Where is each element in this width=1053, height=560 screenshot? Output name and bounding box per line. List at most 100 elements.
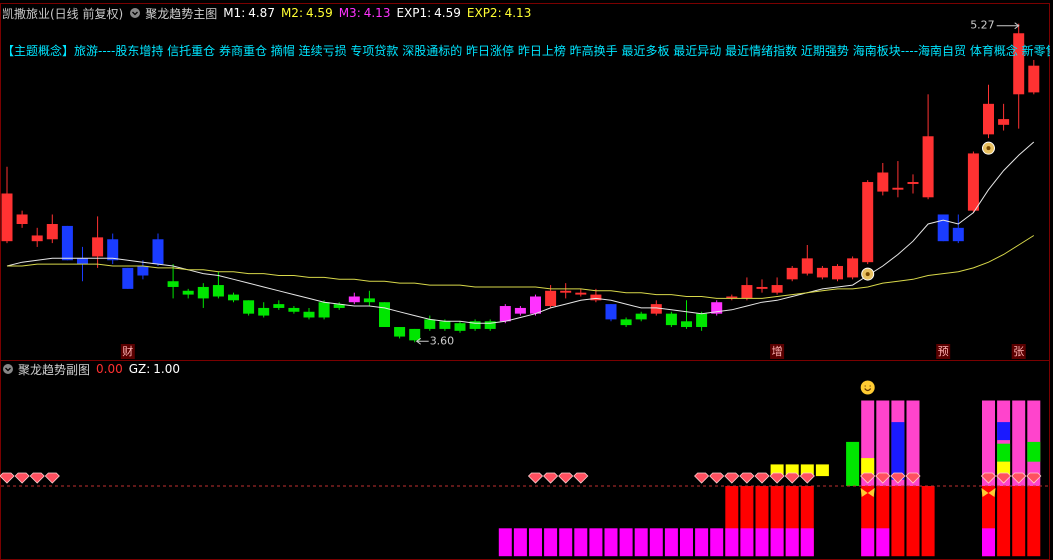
indicator-bar: [755, 528, 769, 557]
candle-body: [967, 153, 979, 211]
candle-body: [394, 327, 406, 337]
indicator-bar: [589, 528, 603, 557]
indicator-bar: [906, 400, 920, 486]
candle-body: [424, 319, 436, 329]
candle-body: [877, 172, 889, 192]
candle-body: [288, 307, 300, 312]
event-box: [1011, 344, 1026, 359]
indicator-name: M3:: [338, 6, 361, 20]
candle-body: [484, 321, 496, 329]
indicator-value: 1.00: [153, 362, 181, 376]
candle-body: [560, 290, 572, 293]
indicator-bar: [604, 528, 618, 557]
diamond-icon: [543, 472, 559, 484]
candle-body: [167, 281, 179, 287]
candle-body: [469, 321, 481, 329]
indicator-bar: [997, 461, 1011, 475]
indicator-bar: [695, 528, 709, 557]
indicator-bar: [906, 486, 920, 557]
main-header: 凯撒旅业(日线 前复权) 聚龙趋势主图 M1: 4.87 M2: 4.59 M3: 4.1…: [2, 5, 537, 21]
indicator-name: EXP2:: [466, 6, 502, 20]
candle-body: [786, 267, 798, 280]
indicator-bar: [876, 528, 890, 557]
indicator-bar: [800, 464, 814, 477]
candle-body: [499, 306, 511, 322]
diamond-icon: [709, 472, 725, 484]
diamond-icon: [769, 472, 785, 484]
indicator-bar: [634, 528, 648, 557]
indicator-bar: [649, 528, 663, 557]
candle-body: [31, 235, 43, 242]
candle-body: [922, 136, 934, 198]
event-label: 财: [122, 344, 133, 358]
menu-icon[interactable]: [2, 363, 14, 375]
candle-body: [681, 321, 692, 328]
candle-body: [16, 214, 28, 225]
menu-icon[interactable]: [129, 7, 141, 19]
indicator-bar: [513, 528, 527, 557]
event-label: 预: [938, 345, 949, 358]
indicator-title: 聚龙趋势副图: [18, 362, 91, 377]
diamond-icon: [694, 472, 710, 484]
indicator-bar: [982, 400, 995, 486]
indicator-bar: [861, 458, 875, 475]
indicator-bar: [982, 528, 995, 557]
diamond-icon: [996, 472, 1012, 484]
indicator-bar: [770, 464, 784, 477]
annotation-label: 3.60: [430, 334, 455, 347]
concept-line: 【主题概念】旅游----股东增持 信托重仓 券商重仓 摘帽 连续亏损 专项贷款 …: [2, 44, 1050, 58]
candle-body: [333, 304, 345, 308]
candle-body: [545, 290, 557, 307]
indicator-bar: [861, 528, 875, 557]
candle-body: [711, 302, 723, 314]
candle-body: [228, 294, 239, 301]
indicator-bar: [1012, 486, 1026, 557]
moving-average: [6, 141, 1035, 324]
candle-body: [363, 298, 375, 303]
diamond-icon: [739, 472, 755, 484]
candle-body: [273, 304, 285, 308]
candle-body: [530, 296, 541, 314]
indicator-bar: [680, 528, 693, 557]
diamond-icon: [558, 472, 574, 484]
diamond-icon: [29, 472, 45, 484]
indicator-bar: [574, 528, 588, 557]
candle-body: [243, 300, 255, 314]
event-box: [770, 344, 785, 359]
indicator-bar: [846, 441, 860, 486]
indicator-name: EXP1:: [396, 6, 432, 20]
candle-body: [832, 265, 843, 280]
indicator-bar: [1027, 441, 1041, 462]
indicator-value: 4.13: [363, 6, 391, 20]
diamond-icon: [754, 472, 770, 484]
indicator-value: 0.00: [96, 362, 123, 376]
diamond-icon: [860, 472, 876, 484]
diamond-icon: [0, 472, 15, 484]
diamond-icon: [527, 472, 544, 484]
candle-body: [137, 265, 149, 276]
indicator-bar: [891, 486, 905, 557]
event-box: [120, 344, 135, 359]
candle-body: [514, 307, 526, 314]
candle-body: [1028, 65, 1040, 93]
butterfly-icon: [860, 488, 875, 497]
smiley-face: [864, 385, 872, 392]
candle-body: [152, 239, 164, 265]
indicator-bar: [1012, 400, 1026, 486]
indicator-value: 4.59: [305, 6, 333, 20]
indicator-bar: [710, 528, 724, 557]
candle-body: [650, 304, 662, 314]
candle-body: [575, 292, 587, 295]
diamond-icon: [573, 472, 589, 484]
candle-body: [801, 258, 813, 274]
butterfly-icon: [981, 488, 996, 497]
sub-header: 聚龙趋势副图 0.00 GZ: 1.00: [2, 361, 186, 377]
indicator-bar: [800, 528, 814, 557]
annotation-arrowhead: [1014, 22, 1020, 30]
candle-body: [258, 307, 270, 316]
diamond-icon: [905, 472, 921, 484]
indicator-bar: [664, 528, 678, 557]
smiley-icon: [860, 380, 875, 395]
indicator-bar: [559, 528, 573, 557]
